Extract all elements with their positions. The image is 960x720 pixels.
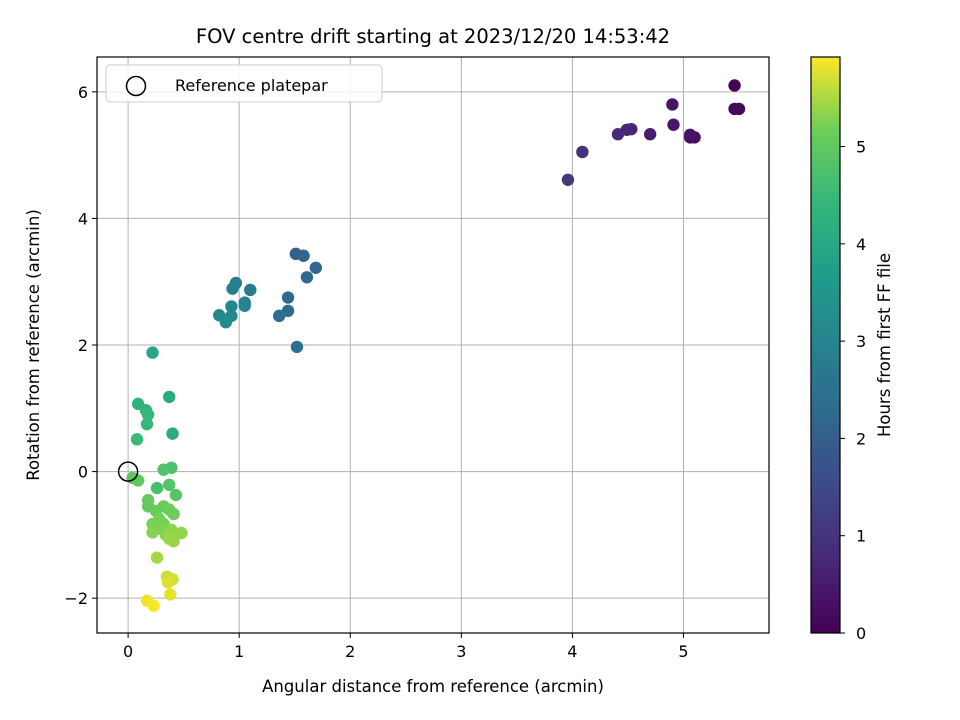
- x-axis-label: Angular distance from reference (arcmin): [262, 677, 604, 696]
- y-tick-label: 2: [78, 336, 88, 355]
- data-point: [146, 346, 159, 359]
- y-tick-label: 6: [78, 83, 88, 102]
- x-tick-label: 5: [678, 642, 688, 661]
- data-point: [561, 173, 575, 186]
- colorbar-tick-label: 4: [856, 235, 866, 254]
- data-point: [141, 408, 155, 421]
- data-point: [162, 478, 176, 492]
- colorbar-ticks: 0 1 2 3 4 5: [840, 138, 866, 643]
- y-axis-ticks: −2 0 2 4 6: [64, 83, 97, 608]
- data-point: [140, 417, 154, 431]
- legend-marker-reference: [125, 75, 147, 97]
- colorbar-tick-label: 1: [856, 527, 866, 546]
- data-point: [157, 463, 170, 476]
- data-point: [309, 261, 323, 274]
- colorbar-tick-label: 0: [856, 624, 866, 643]
- colorbar-tick-label: 5: [856, 138, 866, 157]
- y-tick-label: −2: [64, 589, 88, 608]
- data-point: [166, 427, 179, 440]
- data-point: [164, 588, 177, 601]
- y-axis-label: Rotation from reference (arcmin): [24, 209, 43, 481]
- data-point: [611, 128, 625, 141]
- x-axis-ticks: 0 1 2 3 4 5: [123, 633, 689, 661]
- legend: Reference platepar: [105, 64, 383, 103]
- data-point: [667, 118, 680, 131]
- data-point: [167, 535, 180, 548]
- data-points: [117, 79, 746, 612]
- x-tick-label: 0: [123, 642, 133, 661]
- data-point: [683, 128, 697, 142]
- data-point: [290, 340, 304, 354]
- x-tick-label: 2: [345, 642, 355, 661]
- data-point: [238, 299, 251, 312]
- data-point: [150, 551, 164, 564]
- data-point: [226, 282, 239, 295]
- colorbar-tick-label: 2: [856, 429, 866, 448]
- data-point: [169, 488, 183, 502]
- y-tick-label: 0: [78, 463, 88, 482]
- grid: [97, 57, 769, 633]
- data-point: [150, 481, 164, 495]
- x-tick-label: 3: [456, 642, 466, 661]
- data-point: [219, 316, 233, 329]
- data-point: [272, 309, 286, 323]
- data-point: [732, 102, 746, 116]
- data-point: [167, 507, 180, 521]
- data-point: [728, 79, 741, 92]
- data-point: [300, 271, 314, 284]
- data-point: [146, 526, 159, 539]
- legend-label-reference: Reference platepar: [175, 76, 328, 95]
- data-point: [161, 576, 175, 589]
- data-point: [666, 98, 679, 111]
- colorbar: [810, 56, 841, 634]
- data-point: [281, 291, 295, 304]
- data-point: [244, 283, 257, 297]
- data-point: [297, 249, 310, 262]
- colorbar-tick-label: 3: [856, 332, 866, 351]
- data-point: [175, 526, 188, 540]
- data-point: [131, 474, 145, 487]
- x-tick-label: 1: [234, 642, 244, 661]
- x-tick-label: 4: [567, 642, 577, 661]
- data-point: [147, 599, 160, 612]
- data-point: [225, 300, 238, 313]
- data-point: [643, 128, 657, 141]
- legend-box: [105, 64, 383, 103]
- reference-point: [117, 461, 139, 482]
- data-point: [576, 145, 589, 159]
- data-point: [130, 433, 144, 446]
- data-point: [162, 390, 176, 404]
- colorbar-label: Hours from first FF file: [875, 253, 894, 437]
- chart-title: FOV centre drift starting at 2023/12/20 …: [196, 25, 670, 48]
- y-tick-label: 4: [78, 209, 88, 228]
